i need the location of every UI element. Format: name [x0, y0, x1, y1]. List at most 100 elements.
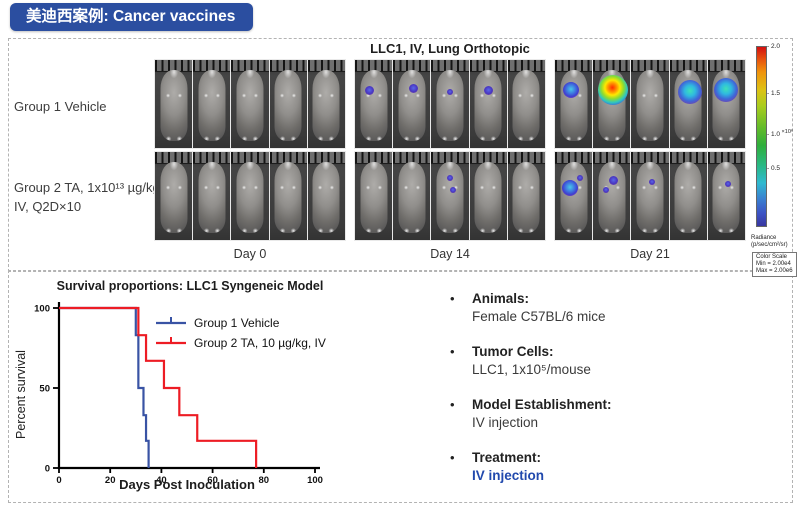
- mouse-photo: [393, 152, 431, 240]
- mouse-photo: [631, 60, 669, 148]
- bioluminescence-signal: [576, 175, 583, 181]
- bioluminescence-signal: [714, 78, 739, 102]
- mouse-photo: [555, 60, 593, 148]
- mouse-body: [560, 70, 588, 141]
- detail-title: Animals:: [472, 291, 530, 306]
- day21-label: Day 21: [630, 247, 670, 261]
- group2-label: Group 2 TA, 1x10¹³ µg/kg, IV, Q2D×10: [14, 178, 163, 216]
- mouse-body: [360, 162, 388, 233]
- mouse-body: [274, 162, 302, 233]
- mouse-photo: [707, 60, 746, 148]
- mouse-body: [398, 70, 426, 141]
- radiance-colorbar: [756, 46, 767, 227]
- imaging-panel-group2-day-0: [155, 152, 346, 240]
- mouse-body: [160, 70, 188, 141]
- detail-item-treatment: • Treatment: IV injection: [450, 449, 790, 485]
- mouse-body: [436, 70, 464, 141]
- mouse-photo: [669, 152, 707, 240]
- imaging-row-group2: [155, 152, 746, 240]
- y-tick-label: 50: [39, 384, 50, 395]
- imaging-title: LLC1, IV, Lung Orthotopic: [370, 41, 530, 56]
- bullet-icon: •: [450, 344, 455, 359]
- mouse-photo: [155, 152, 193, 240]
- bioluminescence-signal: [483, 85, 493, 95]
- color-scale-line1: Color Scale: [756, 254, 788, 260]
- imaging-panel-group1-day-21: [555, 60, 746, 148]
- group2-label-line1: Group 2 TA, 1x10¹³ µg/kg,: [14, 180, 164, 195]
- colorbar-tick-0.5: - 0.5: [767, 164, 781, 172]
- bioluminescence-signal: [678, 80, 703, 104]
- legend-label: Group 2 TA, 10 µg/kg, IV: [194, 336, 326, 350]
- bioluminescence-signal: [602, 187, 609, 193]
- imaging-section-box: [8, 38, 793, 272]
- colorbar-tick-1.5: - 1.5: [767, 89, 781, 97]
- imaging-panel-group1-day-0: [155, 60, 346, 148]
- mouse-photo: [631, 152, 669, 240]
- imaging-row-group1: [155, 60, 746, 148]
- bioluminescence-signal: [409, 83, 419, 93]
- mouse-photo: [431, 60, 469, 148]
- slide-title-banner: 美迪西案例: Cancer vaccines: [10, 3, 254, 31]
- mouse-body: [474, 70, 502, 141]
- y-tick-label: 0: [45, 464, 50, 475]
- mouse-body: [160, 162, 188, 233]
- mouse-photo: [469, 60, 507, 148]
- y-tick-label: 100: [34, 304, 50, 315]
- x-tick-label: 60: [207, 475, 218, 486]
- bioluminescence-signal: [365, 85, 375, 95]
- mouse-body: [360, 70, 388, 141]
- group2-label-line2: IV, Q2D×10: [14, 199, 82, 214]
- bioluminescence-signal: [562, 82, 579, 98]
- mouse-body: [636, 162, 664, 233]
- chart-title: Survival proportions: LLC1 Syngeneic Mod…: [56, 279, 324, 293]
- mouse-body: [312, 70, 340, 141]
- results-section-box: [8, 270, 793, 503]
- detail-value: Female C57BL/6 mice: [472, 309, 606, 324]
- group1-label-line1: Group 1 Vehicle: [14, 99, 107, 114]
- mouse-photo: [355, 152, 393, 240]
- mouse-body: [512, 162, 540, 233]
- mouse-photo: [469, 152, 507, 240]
- study-details-list: • Animals: Female C57BL/6 mice • Tumor C…: [450, 290, 790, 502]
- mouse-body: [398, 162, 426, 233]
- detail-item-tumor-cells: • Tumor Cells: LLC1, 1x10⁵/mouse: [450, 343, 790, 379]
- x-tick-label: 0: [56, 475, 61, 486]
- imaging-panel-group2-day-21: [555, 152, 746, 240]
- bioluminescence-signal: [447, 89, 453, 95]
- mouse-body: [712, 162, 740, 233]
- mouse-body: [198, 70, 226, 141]
- colorbar-tick-2.0: - 2.0: [767, 43, 781, 50]
- mouse-photo: [507, 60, 546, 148]
- detail-title: Tumor Cells:: [472, 344, 554, 359]
- mouse-body: [598, 162, 626, 233]
- mouse-photo: [155, 60, 193, 148]
- x-tick-label: 80: [259, 475, 270, 486]
- mouse-body: [474, 162, 502, 233]
- day0-label: Day 0: [233, 247, 267, 261]
- mouse-photo: [507, 152, 546, 240]
- detail-value-highlighted: IV injection: [472, 468, 545, 483]
- radiance-caption-line2: (p/sec/cm²/sr): [751, 242, 788, 248]
- mouse-body: [312, 162, 340, 233]
- chart-xlabel: Days Post Inoculation: [119, 477, 255, 492]
- bullet-icon: •: [450, 450, 455, 465]
- mouse-photo: [307, 60, 346, 148]
- mouse-photo: [593, 152, 631, 240]
- survival-curve-1: [59, 306, 150, 468]
- mouse-photo: [231, 152, 269, 240]
- bioluminescence-signal: [609, 175, 619, 185]
- mouse-photo: [707, 152, 746, 240]
- mouse-photo: [593, 60, 631, 148]
- mouse-body: [198, 162, 226, 233]
- detail-item-model-establishment: • Model Establishment: IV injection: [450, 396, 790, 432]
- detail-title: Treatment:: [472, 450, 542, 465]
- bioluminescence-signal: [450, 187, 456, 193]
- color-scale-box: Color Scale Min = 2.00e4 Max = 2.00e6: [752, 252, 797, 277]
- group1-label: Group 1 Vehicle: [14, 97, 107, 116]
- radiance-caption-line1: Radiance: [751, 235, 777, 241]
- colorbar-exponent: ×10⁶: [780, 128, 794, 135]
- mouse-photo: [431, 152, 469, 240]
- bullet-icon: •: [450, 397, 455, 412]
- mouse-body: [274, 70, 302, 141]
- mouse-photo: [669, 60, 707, 148]
